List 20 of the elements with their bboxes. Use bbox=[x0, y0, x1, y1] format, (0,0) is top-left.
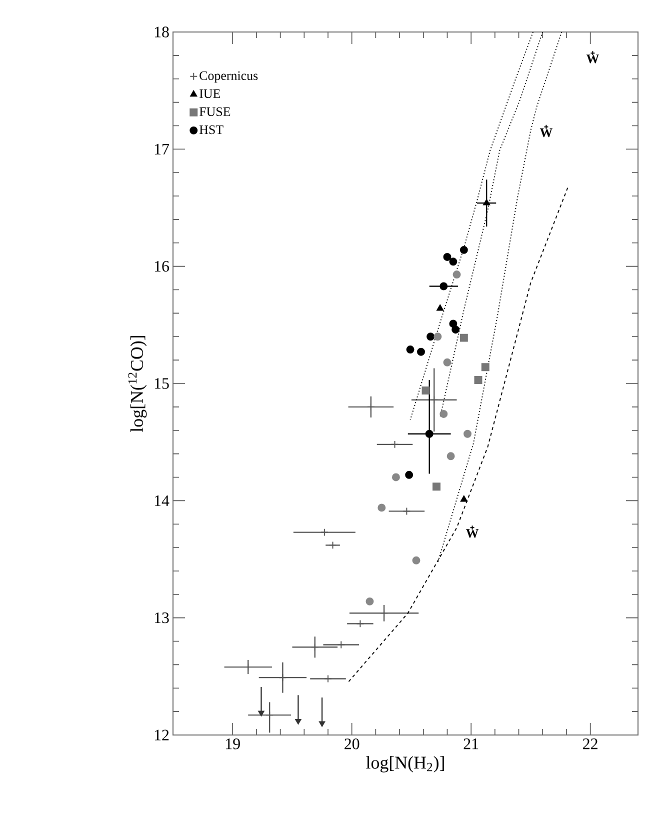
legend-label: Copernicus bbox=[200, 71, 258, 83]
data-label: W bbox=[466, 529, 479, 538]
data-label: W bbox=[586, 54, 599, 64]
x-tick-label: 20 bbox=[344, 738, 360, 750]
y-tick-label: 18 bbox=[154, 26, 169, 38]
x-axis-title: log[N(H$_{2}$)] bbox=[366, 756, 444, 772]
legend-label: IUE bbox=[200, 89, 220, 98]
y-tick-label: 17 bbox=[154, 144, 170, 154]
y-tick-label: 15 bbox=[154, 378, 169, 389]
legend-label: HST bbox=[199, 125, 224, 134]
legend-label: FUSE bbox=[199, 107, 230, 116]
x-tick-label: 19 bbox=[226, 738, 240, 750]
y-tick-label: 12 bbox=[154, 730, 169, 740]
y-axis-title: log[N($^{12}$CO)] bbox=[128, 336, 147, 432]
y-tick-label: 13 bbox=[154, 612, 169, 624]
data-label: W bbox=[540, 128, 552, 138]
y-tick-label: 16 bbox=[154, 260, 170, 272]
y-tick-label: 14 bbox=[154, 495, 170, 506]
x-tick-label: 22 bbox=[583, 738, 598, 750]
x-tick-label: 21 bbox=[464, 738, 478, 750]
